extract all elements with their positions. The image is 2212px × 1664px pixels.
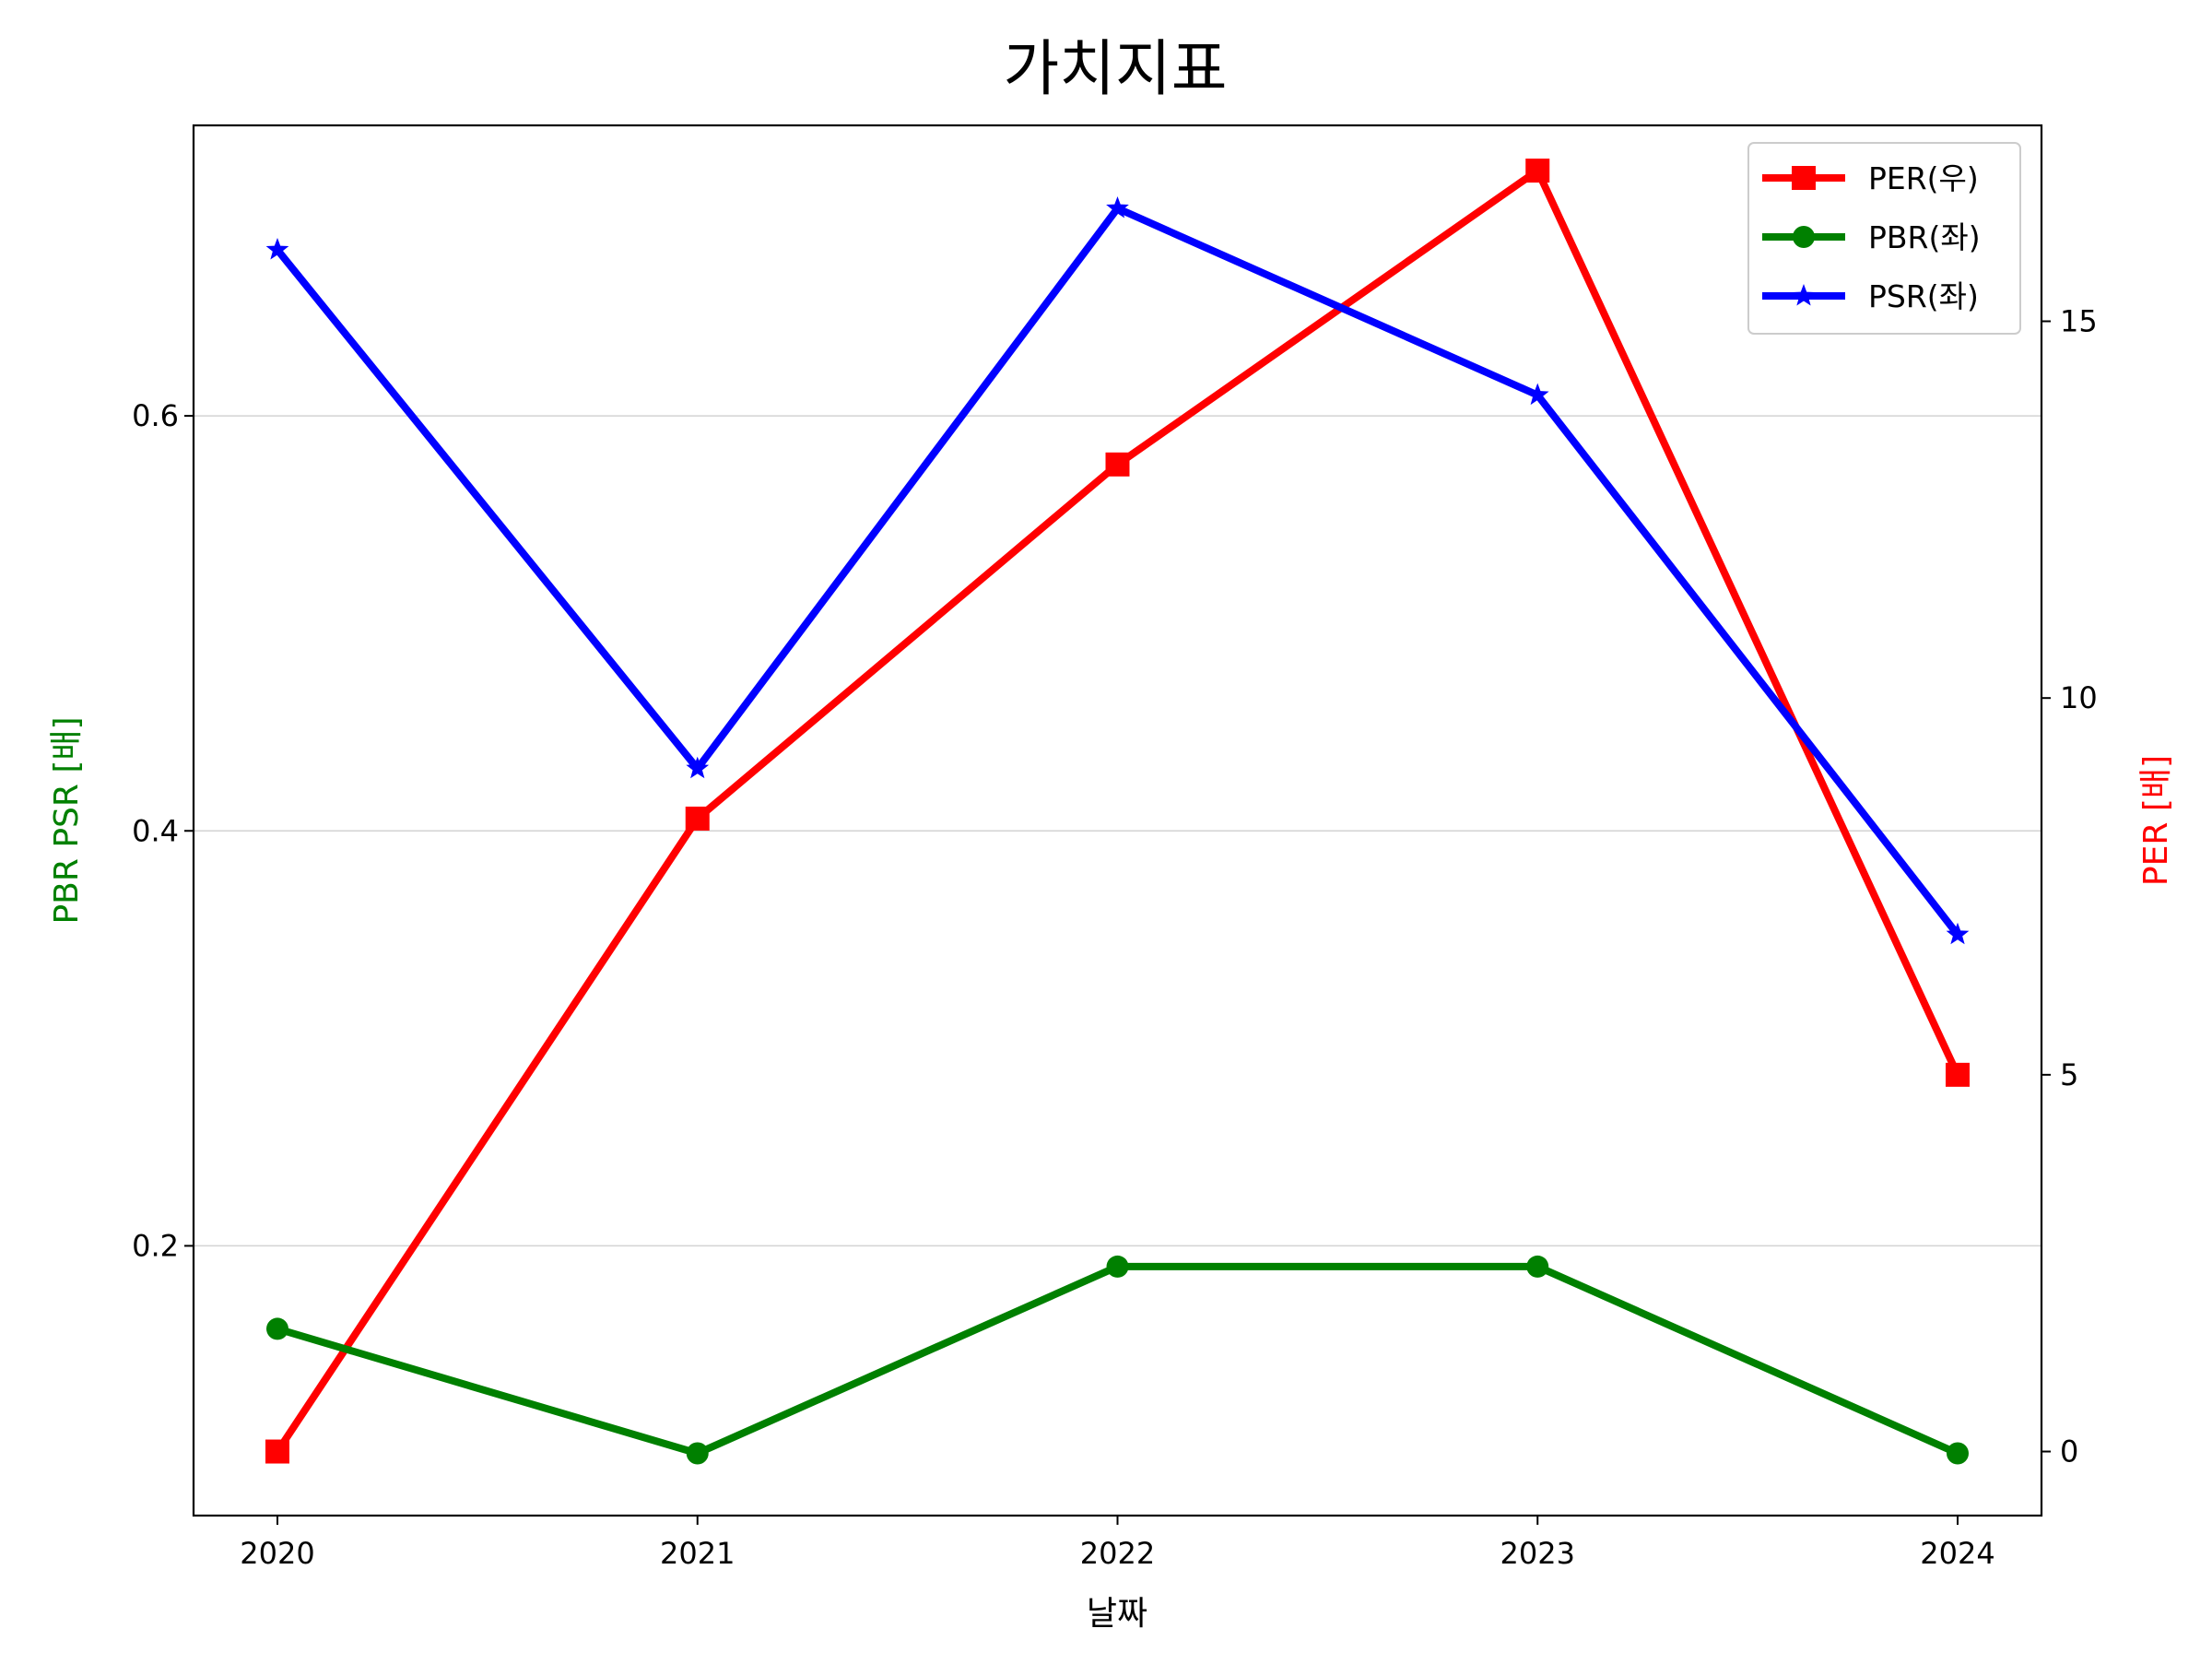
data-point <box>1525 383 1549 406</box>
left-y-axis-label: PBR PSR [배] <box>48 716 86 924</box>
legend-swatch-marker <box>1793 226 1815 248</box>
legend-label: PER(우) <box>1868 160 1979 196</box>
left-y-tick-label: 0.6 <box>132 398 179 433</box>
right-y-tick-label: 10 <box>2060 680 2098 715</box>
data-point <box>1946 922 1970 945</box>
x-tick-label: 2023 <box>1500 1536 1575 1571</box>
legend-swatch-marker <box>1792 284 1816 306</box>
data-point <box>266 1317 288 1340</box>
right-y-tick-label: 5 <box>2060 1057 2078 1092</box>
series-0 <box>265 159 1970 1464</box>
data-point <box>1947 1442 1969 1465</box>
legend-frame <box>1747 142 2021 335</box>
series-1 <box>266 1255 1969 1465</box>
data-point <box>265 1439 289 1464</box>
series-2 <box>265 196 1970 945</box>
x-axis-label: 날짜 <box>1087 1595 1147 1633</box>
chart-title: 가치지표 <box>1004 33 1228 104</box>
data-point <box>265 238 289 260</box>
legend-label: PSR(좌) <box>1868 278 1979 314</box>
right-y-axis-label: PER [배] <box>2137 755 2175 886</box>
data-point <box>686 756 710 779</box>
x-tick-label: 2021 <box>660 1536 735 1571</box>
data-point <box>1106 1255 1129 1278</box>
legend-swatch-marker <box>1792 166 1816 190</box>
series-layer <box>265 159 1970 1465</box>
x-tick-label: 2022 <box>1080 1536 1155 1571</box>
x-tick-label: 2024 <box>1920 1536 1994 1571</box>
axis-layer: 0.2 0.4 0.6 0 5 10 15 2020 2021 2022 2023 2024 <box>132 304 2098 1571</box>
x-tick-label: 2020 <box>240 1536 314 1571</box>
legend-label: PBR(좌) <box>1868 219 1981 255</box>
data-point <box>1106 196 1129 218</box>
left-y-tick-label: 0.2 <box>132 1228 179 1263</box>
data-point <box>1946 1062 1970 1087</box>
data-point <box>686 1442 709 1465</box>
data-point <box>685 806 710 831</box>
grid-layer <box>194 415 2041 1247</box>
legend-entry: PSR(좌) <box>1762 278 1979 314</box>
legend-entry: PER(우) <box>1762 160 1979 196</box>
left-y-tick-label: 0.4 <box>132 813 179 848</box>
right-y-tick-label: 15 <box>2060 304 2098 339</box>
right-y-tick-label: 0 <box>2060 1434 2078 1469</box>
data-point <box>1525 159 1550 183</box>
legend: PER(우) PBR(좌) PSR(좌) <box>1747 142 2021 335</box>
legend-entry: PBR(좌) <box>1762 219 1981 255</box>
data-point <box>1526 1255 1549 1278</box>
data-point <box>1105 452 1130 477</box>
